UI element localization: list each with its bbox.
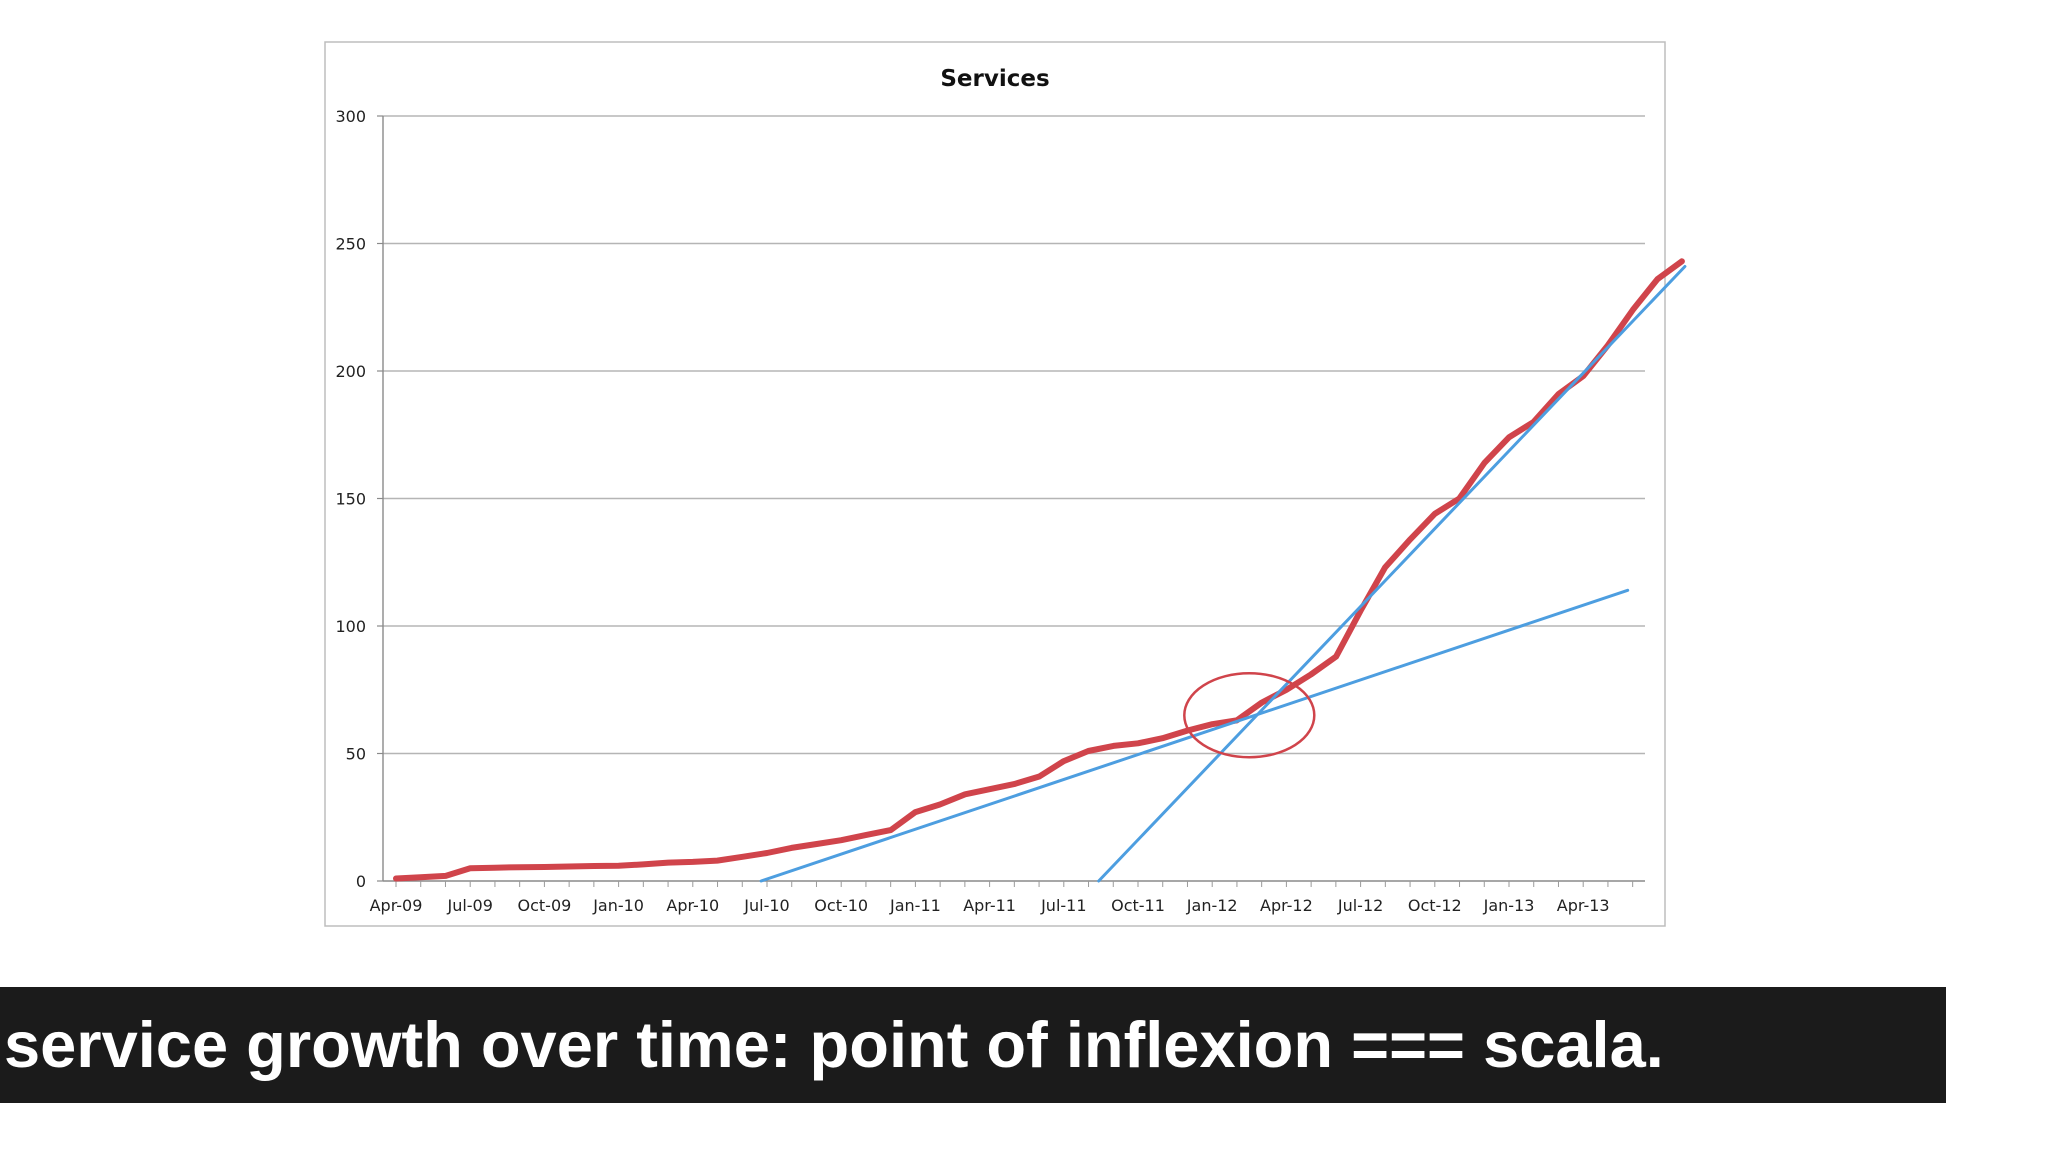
caption-text: service growth over time: point of infle… <box>4 1008 1664 1081</box>
trend-line <box>1097 265 1687 883</box>
x-tick-label: Jan-13 <box>1483 896 1535 915</box>
y-tick-label: 200 <box>335 362 366 381</box>
chart-title: Services <box>940 66 1049 92</box>
x-tick-label: Oct-12 <box>1408 896 1462 915</box>
x-tick-label: Apr-12 <box>1260 896 1313 915</box>
x-tick-label: Jan-11 <box>889 896 941 915</box>
chart-frame <box>324 41 1666 927</box>
caption-bar: service growth over time: point of infle… <box>0 987 1946 1103</box>
y-tick-label: 0 <box>356 872 366 891</box>
x-tick-label: Apr-10 <box>666 896 719 915</box>
x-tick-label: Jul-12 <box>1337 896 1383 915</box>
x-tick-label: Jul-10 <box>743 896 789 915</box>
x-tick-label: Apr-13 <box>1557 896 1610 915</box>
x-tick-label: Oct-09 <box>518 896 572 915</box>
x-tick-label: Oct-11 <box>1111 896 1165 915</box>
x-tick-label: Apr-11 <box>963 896 1016 915</box>
x-tick-label: Jul-11 <box>1040 896 1086 915</box>
y-tick-label: 150 <box>335 490 366 509</box>
inflexion-ellipse <box>1183 672 1316 759</box>
y-tick-label: 250 <box>335 235 366 254</box>
x-tick-label: Apr-09 <box>370 896 423 915</box>
x-tick-label: Jan-10 <box>592 896 644 915</box>
x-tick-label: Oct-10 <box>814 896 868 915</box>
y-tick-label: 50 <box>346 745 366 764</box>
services-chart: Services 0 50 100 150 200 250 300 Apr-09 Jul-09 Oc… <box>324 41 1687 927</box>
y-tick-label: 300 <box>335 107 366 126</box>
services-line <box>393 258 1685 882</box>
y-tick-label: 100 <box>335 617 366 636</box>
trend-line <box>759 588 1630 883</box>
x-tick-label: Jan-12 <box>1186 896 1238 915</box>
x-tick-label: Jul-09 <box>446 896 492 915</box>
